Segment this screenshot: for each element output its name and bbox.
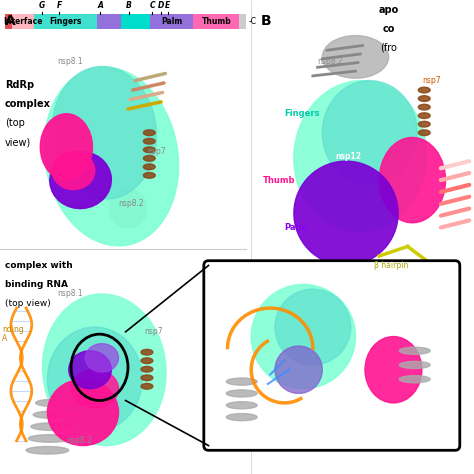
Bar (97, 14, 121, 29)
Ellipse shape (322, 36, 389, 78)
Text: binding RNA: binding RNA (5, 280, 68, 289)
Ellipse shape (33, 411, 76, 419)
Text: nsp7: nsp7 (422, 76, 440, 85)
Ellipse shape (71, 370, 118, 408)
Text: nsp12: nsp12 (336, 152, 361, 161)
Ellipse shape (47, 379, 118, 446)
Ellipse shape (43, 294, 166, 446)
Ellipse shape (294, 161, 398, 265)
Text: C: C (149, 1, 155, 10)
Ellipse shape (47, 327, 142, 431)
Text: A: A (2, 335, 8, 343)
Ellipse shape (418, 96, 430, 101)
Text: nding: nding (2, 325, 24, 334)
Text: (fro: (fro (380, 43, 397, 53)
Text: co: co (383, 24, 395, 34)
Ellipse shape (44, 67, 179, 246)
Ellipse shape (52, 152, 95, 190)
Text: β hairpin: β hairpin (374, 261, 409, 270)
Text: F: F (56, 1, 62, 10)
Ellipse shape (143, 138, 155, 144)
Ellipse shape (40, 114, 92, 180)
Ellipse shape (418, 87, 430, 93)
Text: view): view) (5, 137, 31, 147)
Ellipse shape (143, 173, 155, 178)
Text: Palm: Palm (284, 223, 308, 232)
Text: A: A (5, 14, 16, 28)
Ellipse shape (275, 289, 351, 365)
Text: A: A (97, 1, 103, 10)
Ellipse shape (399, 347, 430, 355)
Ellipse shape (69, 351, 111, 389)
Ellipse shape (379, 137, 446, 223)
Ellipse shape (227, 402, 257, 409)
Ellipse shape (31, 423, 73, 430)
Ellipse shape (26, 447, 69, 454)
Ellipse shape (294, 81, 427, 232)
Ellipse shape (365, 337, 422, 403)
Text: Thumb: Thumb (263, 176, 296, 184)
Text: nsp8.1: nsp8.1 (57, 57, 82, 66)
Text: G: G (39, 1, 46, 10)
Ellipse shape (141, 349, 153, 355)
Ellipse shape (418, 104, 430, 110)
Ellipse shape (418, 130, 430, 136)
Ellipse shape (52, 66, 156, 199)
Text: (top: (top (5, 118, 25, 128)
Text: Fingers: Fingers (284, 109, 320, 118)
Ellipse shape (141, 375, 153, 381)
Ellipse shape (275, 346, 322, 393)
Bar (5, 14, 12, 29)
Text: D: D (157, 1, 164, 10)
Ellipse shape (251, 284, 356, 389)
Ellipse shape (399, 375, 430, 383)
Ellipse shape (141, 366, 153, 372)
FancyBboxPatch shape (204, 261, 460, 450)
Ellipse shape (143, 147, 155, 153)
Text: nsp8.2: nsp8.2 (118, 200, 144, 208)
Ellipse shape (227, 378, 257, 385)
Ellipse shape (109, 190, 147, 228)
Text: Palm: Palm (161, 18, 182, 26)
Ellipse shape (50, 152, 111, 209)
Ellipse shape (28, 435, 71, 442)
Ellipse shape (322, 81, 417, 185)
Text: RdRp: RdRp (5, 80, 34, 91)
Ellipse shape (227, 413, 257, 421)
Text: nsp8.2: nsp8.2 (318, 57, 343, 66)
Text: B: B (261, 14, 271, 28)
Ellipse shape (143, 155, 155, 161)
Bar (12, 14, 34, 29)
Text: nsp7: nsp7 (147, 147, 165, 156)
Text: Fingers: Fingers (49, 18, 82, 26)
Text: complex with: complex with (5, 261, 73, 270)
Text: Thumb: Thumb (201, 18, 231, 26)
Ellipse shape (143, 164, 155, 170)
Ellipse shape (418, 121, 430, 127)
Bar (193, 14, 239, 29)
Text: apo: apo (379, 5, 399, 15)
Text: nsp7: nsp7 (145, 328, 163, 336)
Ellipse shape (36, 399, 78, 407)
Ellipse shape (399, 361, 430, 369)
Text: -C: -C (249, 18, 257, 26)
Bar (150, 14, 193, 29)
Text: B: B (126, 1, 132, 10)
Ellipse shape (85, 344, 118, 372)
Text: E: E (165, 1, 171, 10)
Text: nsp8.1: nsp8.1 (57, 290, 82, 298)
Ellipse shape (141, 358, 153, 364)
Ellipse shape (141, 383, 153, 389)
Text: Interface: Interface (3, 18, 43, 26)
Bar (34, 14, 97, 29)
Text: (top view): (top view) (5, 299, 51, 308)
Text: complex: complex (5, 99, 51, 109)
Ellipse shape (227, 390, 257, 397)
Ellipse shape (418, 113, 430, 118)
Ellipse shape (143, 130, 155, 136)
Bar (121, 14, 150, 29)
Bar (239, 14, 246, 29)
Text: nsp8.2: nsp8.2 (66, 437, 92, 445)
